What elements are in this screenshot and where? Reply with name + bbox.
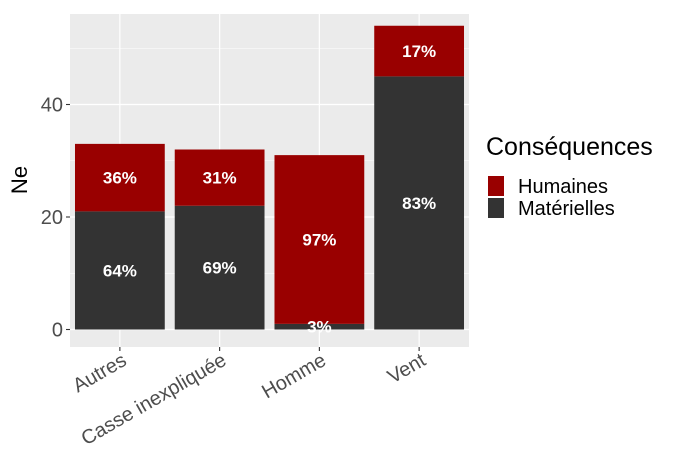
bar-data-label: 17% bbox=[402, 42, 436, 61]
bar-segment bbox=[274, 323, 365, 330]
bar-segment bbox=[274, 155, 365, 324]
bar-labels: 64% 36% 69% 31% 3% 97% 83% 17% bbox=[103, 42, 436, 337]
legend-title: Conséquences bbox=[486, 133, 653, 161]
x-tick-label: Autres bbox=[69, 349, 130, 397]
bar-segment bbox=[374, 76, 465, 330]
bar-data-label: 31% bbox=[203, 169, 237, 188]
y-axis: 0 20 40 bbox=[41, 95, 70, 342]
bar-data-label: 36% bbox=[103, 169, 137, 188]
bar-data-label: 69% bbox=[203, 259, 237, 278]
bar-data-label: 3% bbox=[307, 318, 332, 337]
bars bbox=[74, 25, 465, 330]
y-tick-label: 20 bbox=[41, 207, 63, 229]
bar-segment bbox=[74, 143, 165, 212]
y-tick-label: 40 bbox=[41, 95, 63, 117]
bar-segment bbox=[174, 205, 265, 330]
x-tick-label: Homme bbox=[258, 349, 330, 403]
legend-key bbox=[488, 198, 504, 218]
bar-segment bbox=[374, 25, 465, 77]
bar-segment bbox=[74, 211, 165, 330]
legend-label: Matérielles bbox=[518, 198, 615, 220]
y-axis-title: Ne bbox=[7, 166, 32, 194]
y-tick-label: 0 bbox=[52, 320, 63, 342]
bar-data-label: 97% bbox=[302, 231, 336, 250]
bar-data-label: 83% bbox=[402, 194, 436, 213]
bar-data-label: 64% bbox=[103, 261, 137, 280]
x-tick-label: Vent bbox=[384, 349, 430, 388]
bar-segment bbox=[174, 149, 265, 206]
legend-key bbox=[488, 176, 504, 196]
legend-label: Humaines bbox=[518, 176, 608, 198]
